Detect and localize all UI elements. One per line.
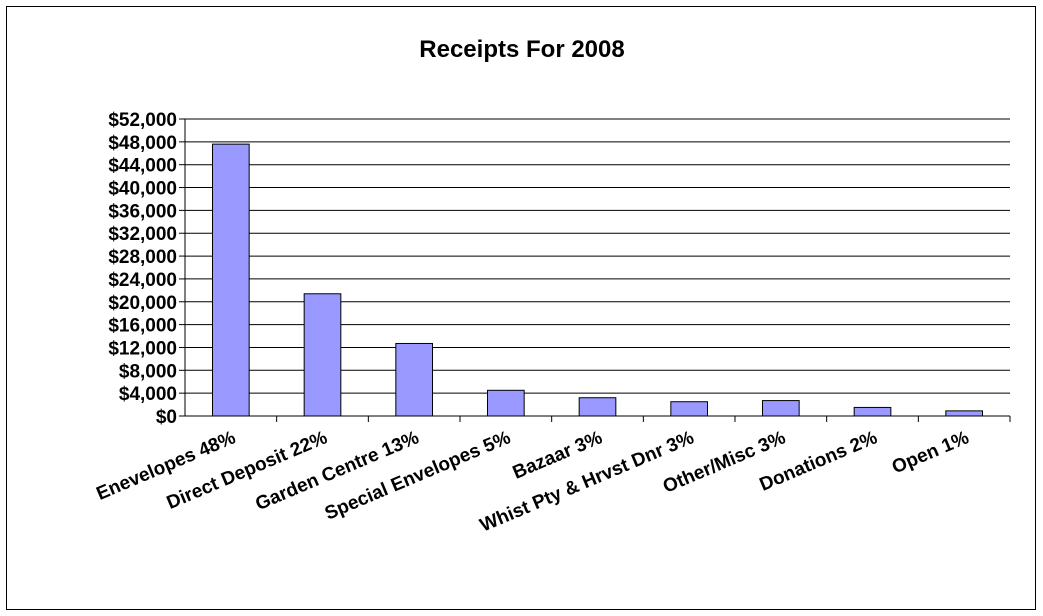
y-tick-label: $4,000 [119,384,177,405]
bars [212,143,1011,422]
chart-title: Receipts For 2008 [419,36,624,63]
y-tick-label: $16,000 [108,316,177,337]
y-tick-label: $36,000 [108,201,177,222]
bar [853,406,892,417]
bar [395,342,434,417]
y-tick-label: $12,000 [108,338,177,359]
y-tick-label: $52,000 [108,110,177,131]
x-tick-label: Direct Deposit 22% [164,427,331,514]
y-tick-label: $8,000 [119,361,177,382]
bar-chart: Receipts For 2008 $0$4,000$8,000$12,000$… [93,36,1011,537]
y-tick-label: $0 [156,407,177,428]
axes [184,119,1010,417]
chart-frame: Receipts For 2008 $0 $4,000 $8,000 $12,000 $… [6,6,1036,610]
x-tick-labels: Enevelopes 48%Direct Deposit 22%Garden C… [93,427,972,536]
y-tick-label: $40,000 [108,179,177,200]
y-tick-label: $32,000 [108,224,177,245]
bar [578,397,617,417]
bar [487,389,525,417]
bar [670,401,708,417]
bar [762,400,800,417]
bar [303,293,342,417]
gridlines [179,118,1010,417]
y-tick-labels: $0$4,000$8,000$12,000$16,000$20,000$24,0… [108,110,177,428]
y-tick-label: $48,000 [108,133,177,154]
y-tick-label: $28,000 [108,247,177,268]
y-tick-label: $24,000 [108,270,177,291]
bar [945,410,983,417]
bar [212,143,250,417]
x-tick-label: Open 1% [889,427,972,478]
y-tick-label: $20,000 [108,293,177,314]
y-tick-label: $44,000 [108,156,177,177]
